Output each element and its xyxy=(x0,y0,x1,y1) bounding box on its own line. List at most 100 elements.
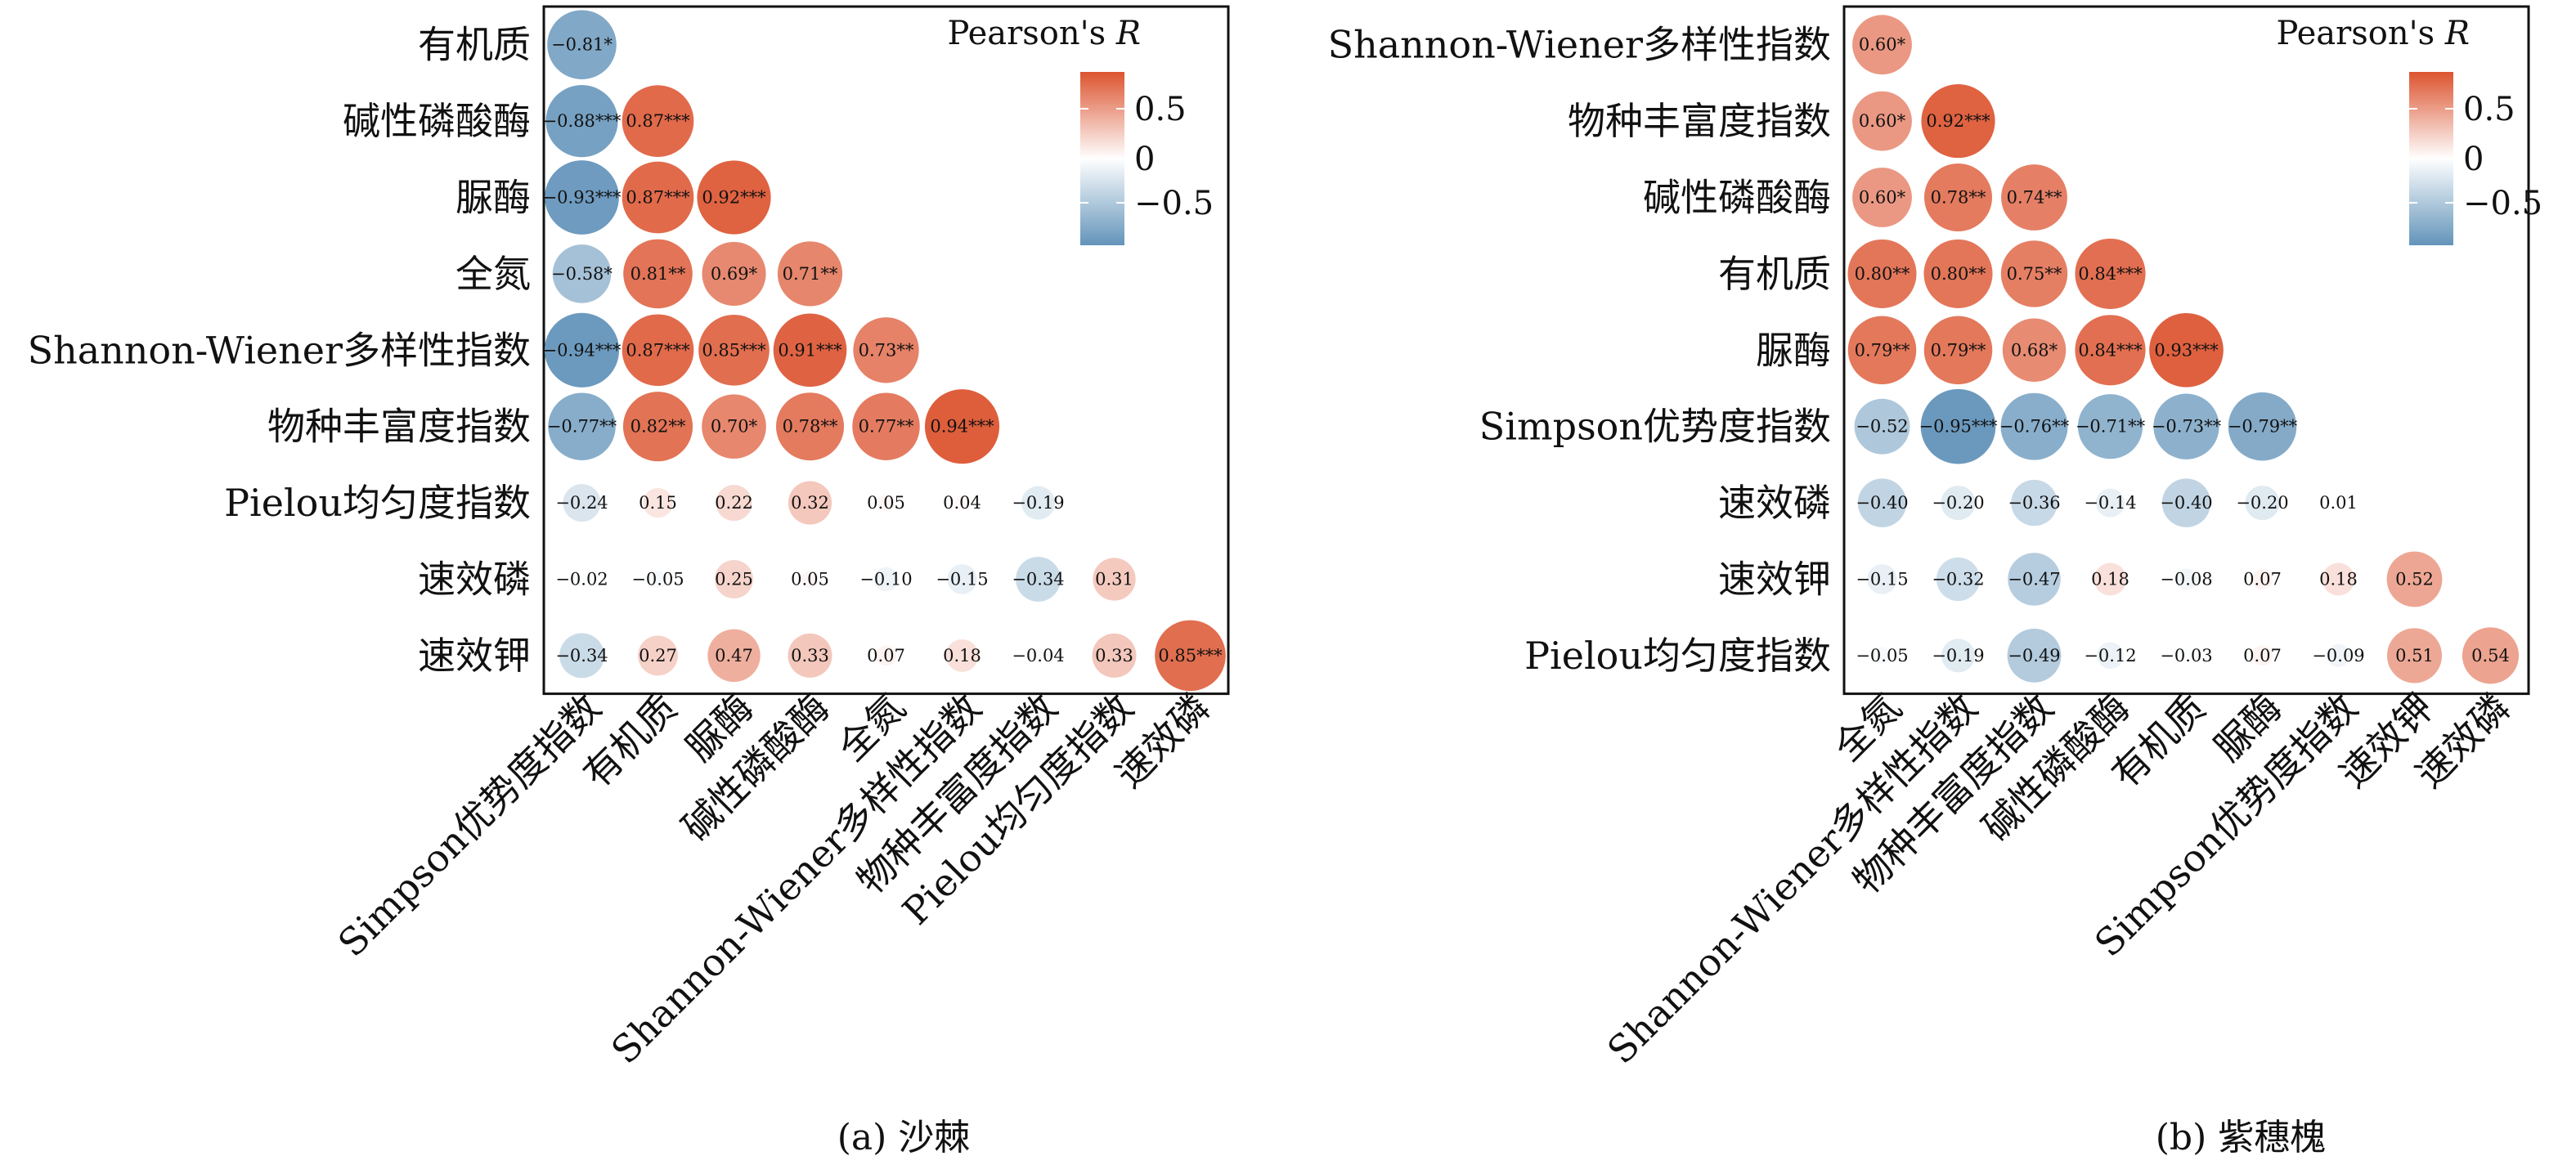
row-label: 速效磷 xyxy=(1718,481,1831,525)
row-label: 速效钾 xyxy=(1718,558,1831,602)
correlation-circle xyxy=(545,160,619,235)
correlation-label: −0.81* xyxy=(551,35,613,55)
correlation-circle xyxy=(924,389,1000,464)
correlation-label: 0.05 xyxy=(867,493,905,513)
correlation-label: 0.33 xyxy=(791,646,829,665)
correlation-label: 0.54 xyxy=(2471,646,2510,665)
correlation-label: −0.05 xyxy=(631,570,684,589)
correlation-label: −0.34 xyxy=(555,646,608,665)
row-label: 有机质 xyxy=(1718,252,1831,296)
correlation-label: −0.24 xyxy=(555,493,608,513)
correlation-label: 0.84*** xyxy=(2078,264,2143,284)
correlation-circle xyxy=(622,314,694,387)
correlation-circle xyxy=(715,560,753,598)
correlation-circle xyxy=(2245,486,2280,521)
correlation-circle xyxy=(2149,312,2224,388)
correlation-label: −0.05 xyxy=(1856,646,1908,665)
row-label: 脲酶 xyxy=(1756,328,1831,372)
correlation-label: 0.85*** xyxy=(1158,646,1223,665)
correlation-circle xyxy=(563,484,601,522)
correlation-circle xyxy=(1923,163,1993,232)
correlation-circle xyxy=(702,394,766,459)
correlation-label: 0.51 xyxy=(2395,646,2434,665)
correlation-label: 0.27 xyxy=(639,646,677,665)
correlation-label: −0.02 xyxy=(555,570,608,589)
correlation-circle xyxy=(2097,642,2124,670)
correlation-circle xyxy=(638,635,678,676)
row-label: 有机质 xyxy=(418,23,531,67)
correlation-circle xyxy=(1941,639,1975,673)
legend-tick-label: −0.5 xyxy=(2463,185,2542,222)
row-label: Shannon-Wiener多样性指数 xyxy=(1328,23,1831,67)
correlation-circle xyxy=(2075,315,2146,386)
correlation-label: 0.07 xyxy=(2243,570,2282,589)
correlation-label: 0.79** xyxy=(1855,340,1910,360)
correlation-circle xyxy=(559,633,604,679)
correlation-circle xyxy=(702,241,766,306)
correlation-circle xyxy=(777,241,843,307)
correlation-label: 0.84*** xyxy=(2078,340,2143,360)
correlation-circle xyxy=(2000,240,2068,307)
correlation-circle xyxy=(876,645,896,666)
correlation-label: 0.07 xyxy=(867,646,905,665)
correlation-label: −0.94*** xyxy=(543,340,622,360)
correlation-label: 0.94*** xyxy=(930,417,994,437)
correlation-circle xyxy=(2077,394,2143,459)
correlation-label: 0.80** xyxy=(1855,264,1910,284)
correlation-circle xyxy=(788,633,832,678)
correlation-label: −0.73** xyxy=(2152,417,2222,437)
correlation-circle xyxy=(1936,557,1981,602)
row-label: Pielou均匀度指数 xyxy=(1524,634,1831,678)
correlation-label: 0.18 xyxy=(943,646,981,665)
correlation-circle xyxy=(544,312,620,388)
correlation-circle xyxy=(2001,164,2067,231)
correlation-label: 0.91*** xyxy=(778,340,842,360)
correlation-label: −0.15 xyxy=(936,570,988,589)
row-label: Simpson优势度指数 xyxy=(1479,405,1831,449)
correlation-circle xyxy=(622,85,694,157)
correlation-circle xyxy=(873,567,899,592)
correlation-label: 0.79** xyxy=(1931,340,1986,360)
panel-b-caption: (b) 紫穗槐 xyxy=(2155,1117,2327,1158)
correlation-label: −0.20 xyxy=(1932,493,1984,513)
correlation-circle xyxy=(1852,15,1912,75)
correlation-label: −0.77** xyxy=(547,417,617,437)
correlation-label: 0.18 xyxy=(2091,570,2129,589)
correlation-label: 0.69* xyxy=(711,264,758,284)
correlation-circle xyxy=(1867,564,1897,594)
correlation-circle xyxy=(1873,647,1892,665)
correlation-circle xyxy=(2386,551,2443,607)
correlation-circle xyxy=(2094,562,2127,596)
correlation-circle xyxy=(773,313,847,388)
panel-a-frame xyxy=(542,5,1230,696)
correlation-circle xyxy=(698,314,770,386)
correlation-label: −0.40 xyxy=(2160,493,2212,513)
legend-tick-label: 0 xyxy=(1134,141,1155,178)
correlation-circle xyxy=(545,85,618,158)
legend-title-r: R xyxy=(2444,15,2470,52)
correlation-label: 0.32 xyxy=(791,493,829,513)
correlation-label: 0.92*** xyxy=(702,188,766,208)
row-label: 物种丰富度指数 xyxy=(1568,99,1831,143)
correlation-label: −0.10 xyxy=(859,570,912,589)
correlation-label: −0.15 xyxy=(1856,570,1908,589)
correlation-circle xyxy=(2175,568,2197,590)
correlation-circle xyxy=(853,317,919,383)
correlation-circle xyxy=(877,494,895,512)
correlation-label: 0.77** xyxy=(859,417,914,437)
correlation-circle xyxy=(2386,628,2443,683)
correlation-circle xyxy=(1847,316,1917,385)
panel-a-caption: (a) 沙棘 xyxy=(837,1117,971,1158)
correlation-label: 0.15 xyxy=(639,493,677,513)
column-label: 碱性磷酸酶 xyxy=(673,685,837,849)
correlation-label: 0.87*** xyxy=(626,188,690,208)
correlation-label: 0.78** xyxy=(1931,188,1986,208)
column-label: Simpson优势度指数 xyxy=(330,685,609,965)
correlation-label: 0.87*** xyxy=(626,340,690,360)
correlation-circle xyxy=(1923,239,1993,308)
row-label: 速效钾 xyxy=(418,634,531,678)
correlation-label: 0.01 xyxy=(2319,493,2358,513)
correlation-label: 0.22 xyxy=(715,493,753,513)
correlation-label: −0.19 xyxy=(1932,646,1984,665)
correlation-circle xyxy=(1941,486,1976,521)
